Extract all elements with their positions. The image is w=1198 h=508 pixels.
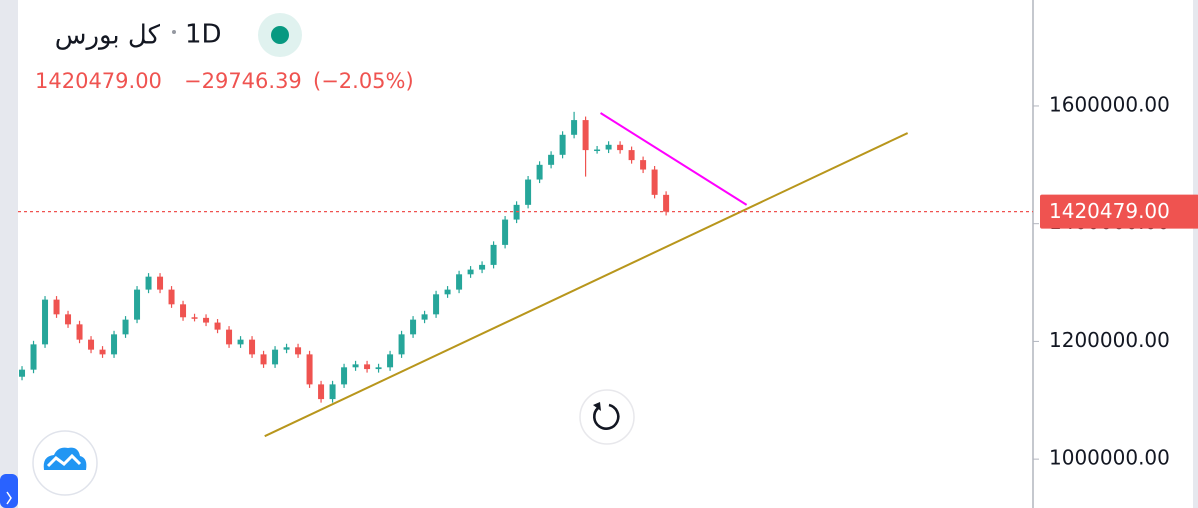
candle-body [329,384,336,400]
candle-body [180,304,187,318]
y-tick-label: 1600000.00 [1049,92,1170,116]
left-toolbar-edge [0,0,18,508]
candle-body [582,120,589,151]
status-dot [271,26,289,44]
candle-body [42,299,49,345]
candle-body [352,364,359,368]
candle-body [306,354,313,385]
logo-cloud[interactable] [43,447,87,470]
candle-body [559,134,566,155]
candle-body [640,160,647,170]
candle-body [111,334,118,355]
candle-body [617,144,624,151]
candle-body [387,354,394,368]
candle-body [467,269,474,275]
separator-dot [172,30,176,34]
candle-body [88,339,95,350]
candle-body [548,154,555,165]
candle-body [191,317,198,319]
candle-body [444,289,451,295]
reset-button-bg[interactable] [579,389,635,445]
candle-body [226,329,233,345]
candle-body [76,324,83,340]
candle-body [421,314,428,320]
candle-body [398,334,405,355]
y-tick-label: 1200000.00 [1049,328,1170,352]
candle-body [99,349,106,355]
trend-line [264,132,909,438]
candle-body [237,339,244,345]
candle-body [456,274,463,290]
candle-body [214,322,221,330]
candle-body [433,294,440,315]
candle-body [663,194,670,212]
candle-body [651,169,658,195]
logo-line[interactable] [46,453,82,468]
candle-body [375,367,382,370]
price-change: −29746.39 [184,69,302,93]
candle-body [53,299,60,315]
candle-body [479,264,486,270]
last-price-badge-label: 1420479.00 [1049,199,1170,223]
candle-body [122,319,129,335]
candle-body [249,339,256,355]
side-panel-arrow[interactable] [6,491,12,505]
reset-icon[interactable] [593,403,620,430]
candle-body [203,317,210,323]
candle-body [168,289,175,305]
candle-body [295,347,302,355]
last-price: 1420479.00 [35,69,162,93]
candle-body [525,179,532,205]
candle-body [605,144,612,150]
candle-body [536,164,543,180]
candle-body [571,120,578,135]
candle-body [65,314,72,325]
candle-body [145,276,152,290]
candle-body [490,244,497,265]
price-change-percent: (−2.05%) [313,69,414,93]
candle-body [628,150,635,161]
y-tick-label: 1000000.00 [1049,446,1170,470]
candle-body [260,354,267,365]
trend-line [600,112,748,206]
candle-body [157,276,164,290]
reset-button[interactable] [579,389,635,445]
reset-icon-arrow[interactable] [593,402,601,411]
candle-body [30,344,37,370]
candle-body [594,149,601,152]
candle-body [502,219,509,245]
candle-body [410,319,417,335]
last-price-badge [1040,194,1198,229]
symbol-title: کل بورس [55,21,161,51]
candle-body [134,289,141,320]
candle-body [341,367,348,385]
interval: 1D [185,20,222,50]
candle-body [364,364,371,370]
candle-body [19,369,26,377]
right-edge [1193,0,1198,508]
candle-body [318,384,325,400]
side-panel-toggle[interactable] [0,474,18,508]
candle-body [272,349,279,365]
candle-body [283,347,290,350]
logo[interactable] [32,430,98,496]
